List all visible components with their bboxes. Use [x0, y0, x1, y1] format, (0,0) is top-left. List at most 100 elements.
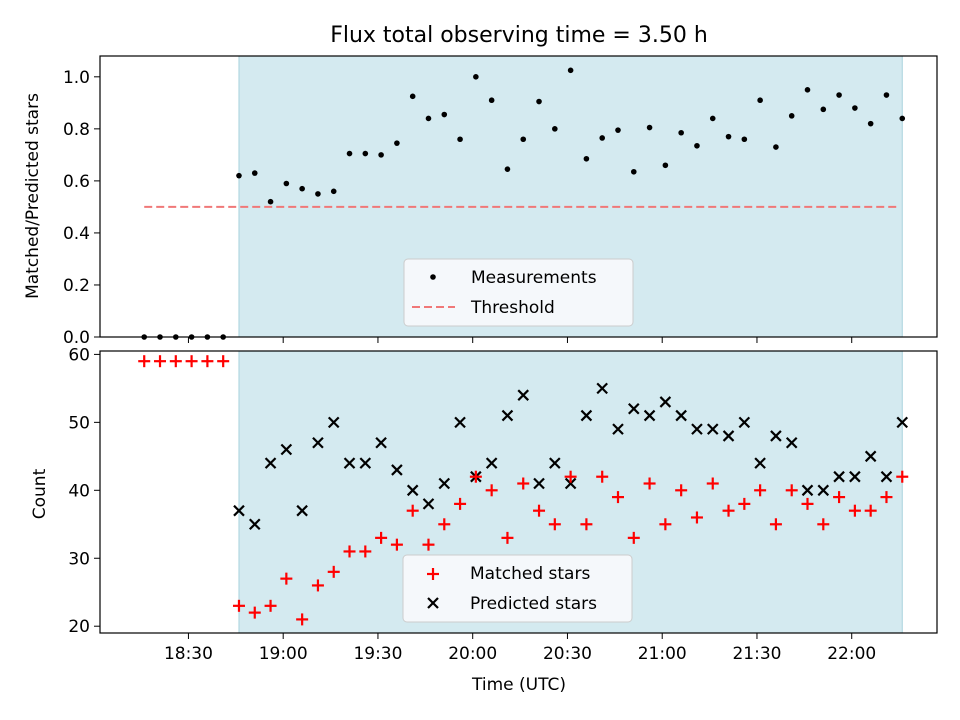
matched-star-point — [896, 470, 909, 483]
y-tick-label: 40 — [68, 481, 90, 501]
measurement-point — [725, 133, 732, 140]
measurement-point — [788, 113, 795, 119]
measurement-point — [552, 126, 558, 132]
predicted-star-point — [375, 436, 387, 449]
x-tick-label: 19:30 — [353, 644, 402, 664]
matched-star-point — [438, 518, 451, 531]
predicted-star-point — [833, 470, 845, 483]
predicted-star-point — [533, 477, 545, 490]
matched-star-point — [627, 531, 640, 544]
matched-star-point — [690, 511, 703, 524]
legend-measurements-label: Measurements — [471, 268, 597, 288]
measurement-point — [662, 162, 669, 169]
predicted-star-point — [691, 423, 703, 435]
matched-star-point — [580, 518, 593, 531]
y-tick-label: 50 — [68, 413, 90, 433]
measurement-point — [267, 198, 274, 205]
predicted-star-point — [754, 457, 766, 469]
matched-star-point — [406, 504, 419, 517]
predicted-star-point — [628, 402, 640, 415]
matched-star-point — [390, 538, 403, 551]
legend-predicted-marker — [427, 597, 439, 609]
predicted-star-point — [580, 409, 593, 422]
predicted-star-point — [738, 416, 751, 429]
y-tick-label: 20 — [68, 617, 90, 637]
matched-star-point — [264, 599, 277, 612]
measurement-point — [425, 115, 432, 122]
chart-title: Flux total observing time = 3.50 h — [330, 23, 708, 48]
predicted-star-point — [770, 430, 782, 442]
measurement-point — [473, 74, 479, 80]
measurement-point — [741, 136, 748, 143]
x-tick-label: 19:00 — [259, 644, 308, 664]
bottom-panel: 20 30 40 50 60 18:30 19:00 19:30 20:00 20:30 21:0… — [30, 345, 938, 695]
matched-star-point — [785, 484, 798, 497]
measurement-point — [409, 93, 416, 100]
predicted-star-point — [406, 484, 419, 497]
predicted-star-point — [280, 443, 293, 456]
matched-star-point — [217, 355, 230, 368]
legend-measurements-marker — [430, 274, 436, 280]
measurement-point — [330, 188, 337, 195]
matched-star-point — [611, 491, 624, 504]
predicted-star-point — [454, 416, 466, 429]
bottom-legend: Matched stars Predicted stars — [402, 554, 633, 623]
measurement-point — [488, 97, 495, 104]
predicted-star-point — [517, 389, 530, 401]
x-tick-label: 18:30 — [164, 644, 213, 664]
matched-star-point — [248, 606, 261, 619]
legend-threshold-label: Threshold — [470, 298, 555, 318]
measurement-point — [804, 87, 811, 93]
y-tick-label: 0.8 — [63, 120, 90, 140]
predicted-star-point — [896, 416, 909, 429]
top-legend: Measurements Threshold — [403, 258, 634, 327]
y-tick-label: 0.0 — [63, 328, 90, 348]
matched-star-point — [422, 538, 435, 551]
x-tick-label: 21:00 — [638, 644, 687, 664]
predicted-star-point — [801, 484, 814, 497]
predicted-star-point — [706, 423, 719, 435]
measurement-point — [504, 166, 511, 172]
measurement-point — [599, 135, 605, 141]
matched-star-point — [722, 504, 735, 517]
measurement-point — [315, 191, 321, 197]
predicted-star-point — [564, 477, 577, 490]
measurement-point — [567, 67, 574, 74]
x-tick-label: 22:00 — [827, 644, 876, 664]
y-tick-label: 1.0 — [63, 68, 90, 88]
predicted-star-point — [485, 457, 498, 469]
matched-star-point — [706, 477, 719, 490]
predicted-star-point — [643, 409, 656, 422]
matched-star-point — [138, 355, 151, 368]
matched-star-point — [517, 477, 530, 490]
matched-star-point — [817, 518, 830, 531]
measurement-point — [678, 129, 684, 136]
bottom-plot-frame — [99, 350, 938, 634]
predicted-star-point — [596, 382, 608, 395]
measurement-point — [820, 106, 827, 113]
matched-star-point — [738, 497, 751, 510]
predicted-star-point — [296, 504, 308, 517]
predicted-star-point — [785, 436, 798, 449]
matched-star-point — [833, 491, 846, 504]
predicted-star-point — [438, 477, 451, 490]
matched-star-point — [185, 355, 198, 368]
matched-star-point — [201, 355, 214, 368]
predicted-star-point — [864, 450, 877, 463]
matched-star-point — [485, 484, 498, 497]
predicted-star-point — [675, 409, 687, 422]
matched-star-point — [848, 504, 861, 517]
predicted-star-point — [359, 457, 372, 469]
measurement-point — [630, 168, 637, 175]
measurement-point — [378, 152, 384, 158]
matched-star-point — [548, 518, 561, 531]
measurement-point — [362, 150, 369, 157]
y-tick-label: 60 — [68, 345, 90, 365]
matched-star-point — [454, 497, 467, 510]
predicted-star-point — [233, 504, 245, 517]
measurement-point — [346, 150, 353, 157]
measurement-point — [536, 98, 542, 105]
matched-star-point — [232, 599, 245, 612]
measurement-point — [694, 142, 700, 149]
